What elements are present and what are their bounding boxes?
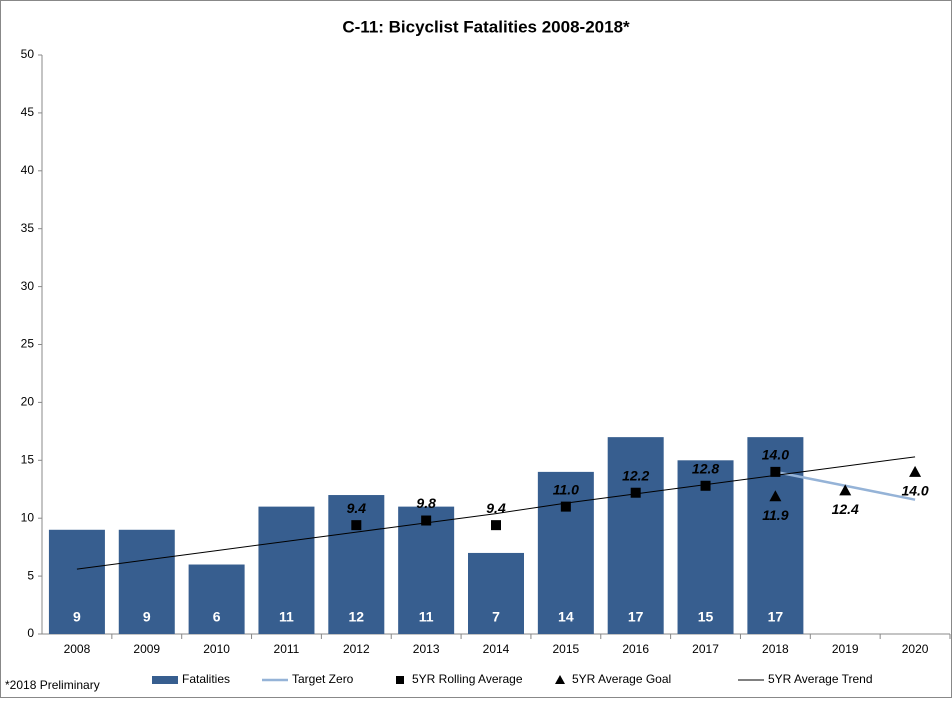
legend-swatch xyxy=(152,676,178,684)
y-tick-label: 45 xyxy=(21,105,35,119)
bar xyxy=(48,529,105,634)
x-tick-label: 2015 xyxy=(552,642,579,656)
point-value-label: 11.9 xyxy=(762,507,788,523)
square-marker xyxy=(351,520,362,531)
square-marker xyxy=(421,515,432,526)
bar xyxy=(537,471,594,634)
point-value-label: 12.8 xyxy=(692,460,719,476)
point-value-label: 11.0 xyxy=(553,481,579,497)
y-tick-label: 5 xyxy=(27,568,34,582)
y-tick-label: 30 xyxy=(21,279,35,293)
x-tick-label: 2014 xyxy=(483,642,510,656)
bar xyxy=(328,495,385,634)
square-marker xyxy=(700,480,711,491)
triangle-marker xyxy=(769,490,782,502)
point-value-label: 14.0 xyxy=(901,483,928,499)
chart-title: C-11: Bicyclist Fatalities 2008-2018* xyxy=(342,17,630,36)
bar-value-label: 12 xyxy=(349,609,365,625)
x-tick-label: 2009 xyxy=(133,642,160,656)
y-tick-label: 15 xyxy=(21,452,35,466)
bar xyxy=(747,437,804,634)
bar xyxy=(607,437,664,634)
bar xyxy=(258,506,315,634)
legend-label: Target Zero xyxy=(292,672,354,686)
y-tick-label: 20 xyxy=(21,395,35,409)
bar-value-label: 14 xyxy=(558,609,574,625)
legend-label: 5YR Average Trend xyxy=(768,672,873,686)
legend-label: 5YR Rolling Average xyxy=(412,672,523,686)
x-tick-label: 2016 xyxy=(622,642,649,656)
x-tick-label: 2019 xyxy=(832,642,859,656)
point-value-label: 9.8 xyxy=(416,495,436,511)
point-value-label: 9.4 xyxy=(486,500,506,516)
bar xyxy=(398,506,455,634)
triangle-marker xyxy=(839,484,852,496)
x-tick-label: 2011 xyxy=(274,642,300,656)
y-tick-label: 25 xyxy=(21,337,35,351)
bar-value-label: 17 xyxy=(628,609,644,625)
y-tick-label: 40 xyxy=(21,163,35,177)
bar-value-label: 9 xyxy=(73,609,81,625)
square-marker xyxy=(560,501,571,512)
bar xyxy=(118,529,175,634)
legend-label: 5YR Average Goal xyxy=(572,672,671,686)
footnote: *2018 Preliminary xyxy=(5,678,100,692)
point-value-label: 14.0 xyxy=(762,447,789,463)
y-tick-label: 10 xyxy=(21,510,35,524)
point-value-label: 12.4 xyxy=(832,501,859,517)
bar xyxy=(188,564,245,634)
bar-value-label: 7 xyxy=(492,609,500,625)
square-marker xyxy=(491,520,501,531)
x-tick-label: 2008 xyxy=(64,642,91,656)
x-tick-label: 2018 xyxy=(762,642,789,656)
bar-value-label: 17 xyxy=(768,609,784,625)
line-series xyxy=(76,456,916,570)
x-tick-label: 2013 xyxy=(413,642,440,656)
bar-value-label: 15 xyxy=(698,609,714,625)
legend-label: Fatalities xyxy=(182,672,230,686)
legend-swatch xyxy=(396,676,404,684)
y-tick-label: 35 xyxy=(21,221,35,235)
triangle-marker xyxy=(909,465,922,477)
point-value-label: 12.2 xyxy=(622,467,649,483)
square-marker xyxy=(630,487,641,498)
y-tick-label: 0 xyxy=(27,626,34,640)
bar-value-label: 6 xyxy=(213,609,221,625)
bar xyxy=(468,552,524,634)
x-tick-label: 2017 xyxy=(692,642,719,656)
x-tick-label: 2020 xyxy=(902,642,929,656)
y-tick-label: 50 xyxy=(21,47,35,61)
point-value-label: 9.4 xyxy=(347,500,367,516)
legend-swatch xyxy=(555,675,565,684)
square-marker xyxy=(770,466,781,477)
bar-value-label: 9 xyxy=(143,609,151,625)
x-tick-label: 2010 xyxy=(203,642,230,656)
bar-value-label: 11 xyxy=(419,609,434,625)
x-tick-label: 2012 xyxy=(343,642,370,656)
bar-value-label: 11 xyxy=(279,609,294,625)
